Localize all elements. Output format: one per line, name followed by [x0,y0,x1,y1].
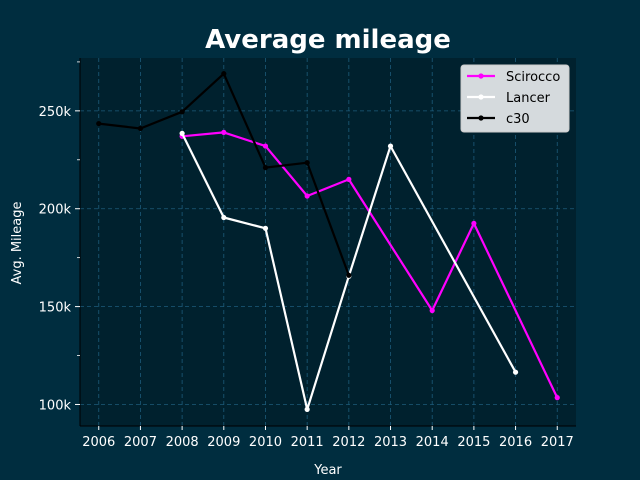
axes [79,58,576,427]
series-lines [96,71,560,412]
data-point [512,369,519,375]
x-tick-label: 2009 [207,435,240,450]
x-tick-label: 2013 [374,435,407,450]
y-tick-label: 250k [39,105,72,120]
data-point [387,143,394,149]
x-tick-label: 2014 [416,435,449,450]
legend-label: Scirocco [506,70,560,85]
data-point [221,129,227,135]
data-point [346,272,352,278]
data-point [346,176,352,182]
y-tick-label: 150k [39,301,72,316]
data-point [304,160,310,166]
y-tick-label: 200k [39,203,72,218]
legend: Scirocco Lancer c30 [460,64,570,133]
x-tick-label: 2012 [332,435,365,450]
data-point [262,165,269,171]
x-tick-label: 2006 [82,435,115,450]
data-point [262,143,269,149]
legend-marker [478,115,484,121]
legend-marker [478,73,484,79]
x-tick-label: 2010 [249,435,282,450]
legend-label: Lancer [506,91,551,106]
data-point [221,214,227,221]
data-point [429,307,435,314]
data-point [554,395,560,401]
x-axis-label: Year [313,463,342,478]
legend-box [460,64,570,133]
series-line [181,131,559,399]
y-tick-label: 100k [39,398,72,413]
data-point [137,125,144,132]
x-tick-label: 2016 [499,435,532,450]
data-point [304,406,310,412]
x-tick-label: 2017 [541,435,574,450]
data-point [179,109,185,115]
x-tick-label: 2015 [457,435,490,450]
data-point [262,225,269,231]
data-point [471,220,477,227]
data-point [221,71,227,77]
data-point [96,120,102,127]
legend-label: c30 [506,112,530,127]
x-tick-label: 2008 [166,435,199,450]
chart-title: Average mileage [205,25,451,55]
ticks: 2006 2007 2008 2009 2010 2011 2012 2013 2014 2015… [39,61,574,450]
x-tick-label: 2011 [291,435,324,450]
data-point [304,193,310,199]
x-tick-label: 2007 [124,435,157,450]
y-axis-label: Avg. Mileage [10,202,25,285]
legend-marker [478,94,484,100]
data-point [179,130,185,136]
